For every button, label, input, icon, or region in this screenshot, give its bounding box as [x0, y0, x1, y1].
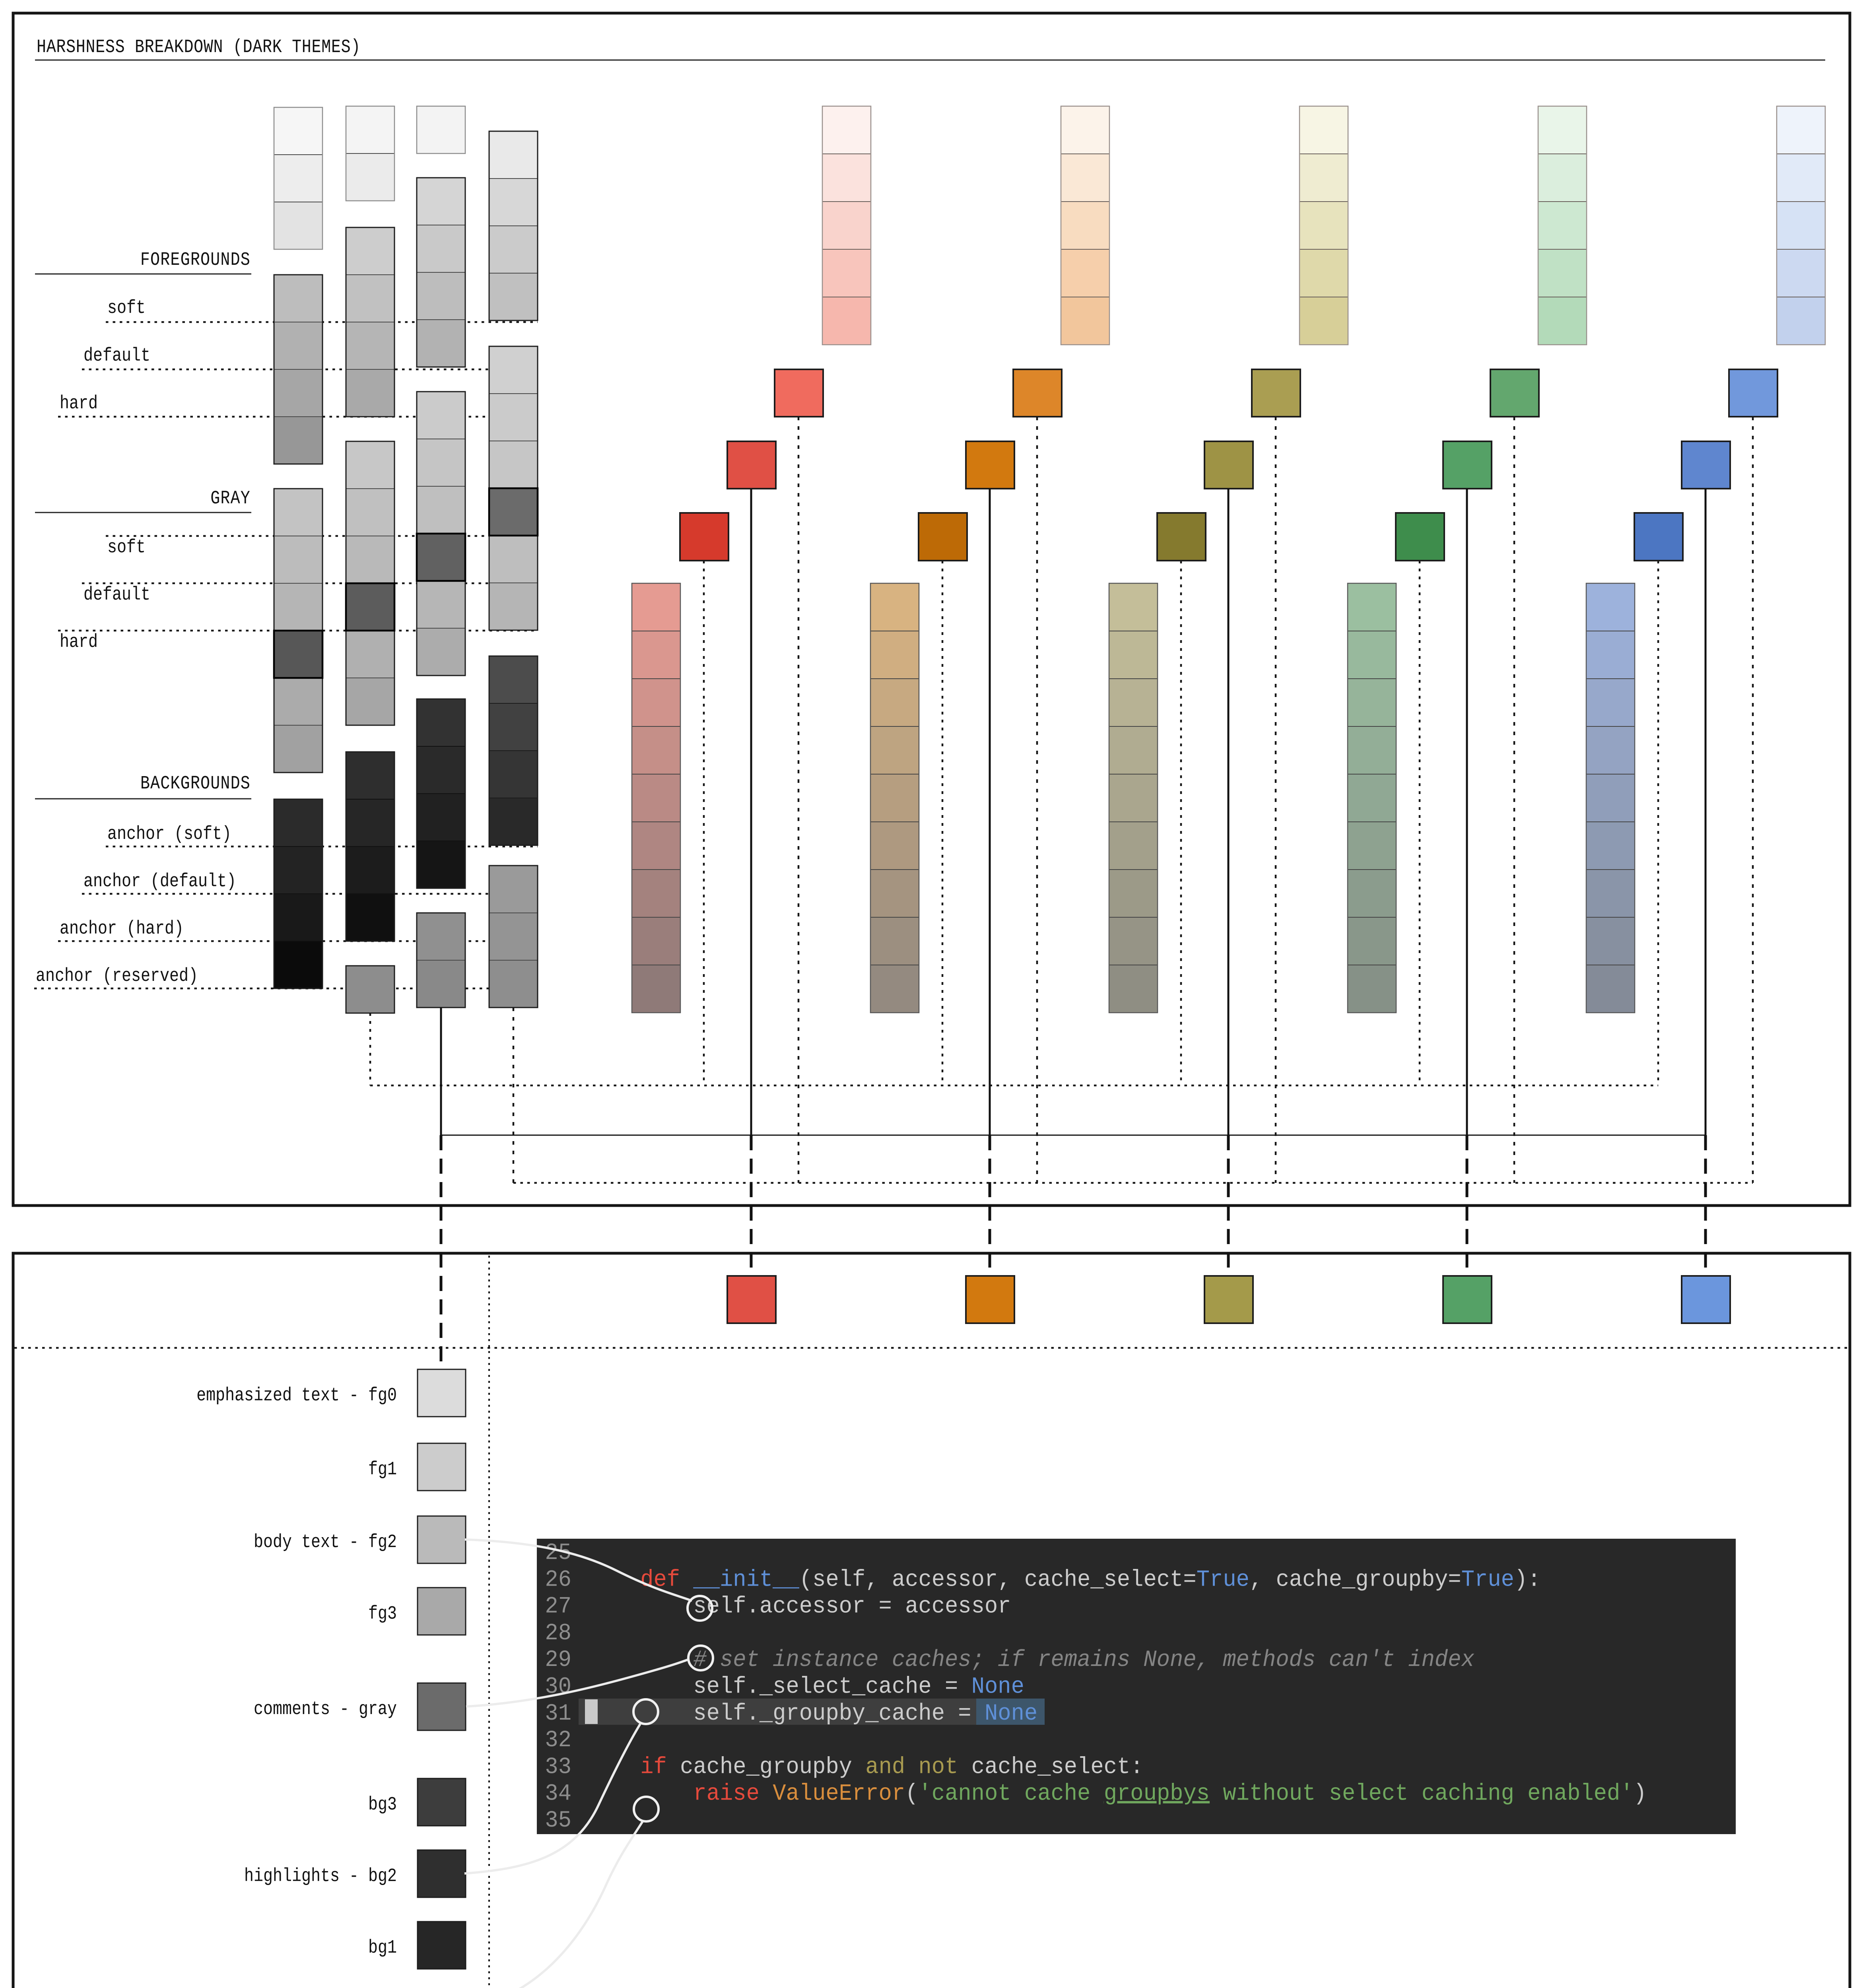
- svg-text:FOREGROUNDS: FOREGROUNDS: [140, 250, 251, 271]
- svg-text:anchor (hard): anchor (hard): [60, 918, 184, 940]
- svg-text:anchor (reserved): anchor (reserved): [36, 966, 198, 987]
- svg-text:fg3: fg3: [368, 1604, 397, 1625]
- svg-text:# set instance caches; if rema: # set instance caches; if remains None, …: [693, 1647, 1474, 1673]
- svg-text:GRAY: GRAY: [210, 488, 251, 509]
- svg-text:bg1: bg1: [368, 1938, 397, 1959]
- svg-text:HARSHNESS BREAKDOWN (DARK THEM: HARSHNESS BREAKDOWN (DARK THEMES): [37, 37, 361, 58]
- svg-text:31: 31: [545, 1700, 571, 1727]
- svg-text:anchor (default): anchor (default): [84, 871, 236, 892]
- svg-text:soft: soft: [107, 537, 146, 558]
- svg-text:anchor (soft): anchor (soft): [107, 824, 231, 845]
- svg-text:bg3: bg3: [368, 1794, 397, 1815]
- svg-text:35: 35: [545, 1807, 571, 1834]
- svg-text:28: 28: [545, 1620, 571, 1647]
- svg-text:body text - fg2: body text - fg2: [254, 1532, 397, 1553]
- svg-text:32: 32: [545, 1727, 571, 1754]
- svg-text:26: 26: [545, 1567, 571, 1593]
- svg-text:comments - gray: comments - gray: [254, 1699, 397, 1720]
- svg-text:34: 34: [545, 1780, 571, 1807]
- svg-text:def__init__(self, accessor, ca: def __init__(self, accessor, cache_select…: [640, 1567, 1540, 1593]
- svg-text:hard: hard: [60, 393, 98, 414]
- svg-text:highlights - bg2: highlights - bg2: [244, 1866, 397, 1887]
- svg-text:default: default: [84, 346, 150, 367]
- svg-text:soft: soft: [107, 298, 146, 319]
- svg-text:self.accessor = accessor: self.accessor = accessor: [693, 1593, 1011, 1620]
- svg-text:27: 27: [545, 1593, 571, 1620]
- svg-text:default: default: [84, 584, 150, 606]
- svg-text:hard: hard: [60, 632, 98, 653]
- svg-text:self._groupby_cache = None: self._groupby_cache = None: [693, 1700, 1037, 1727]
- svg-text:emphasized text - fg0: emphasized text - fg0: [196, 1385, 397, 1406]
- svg-text:self._select_cache = None: self._select_cache = None: [693, 1673, 1024, 1700]
- svg-text:29: 29: [545, 1647, 571, 1673]
- svg-text:BACKGROUNDS: BACKGROUNDS: [140, 773, 251, 794]
- svg-text:fg1: fg1: [368, 1459, 397, 1480]
- svg-text:33: 33: [545, 1754, 571, 1780]
